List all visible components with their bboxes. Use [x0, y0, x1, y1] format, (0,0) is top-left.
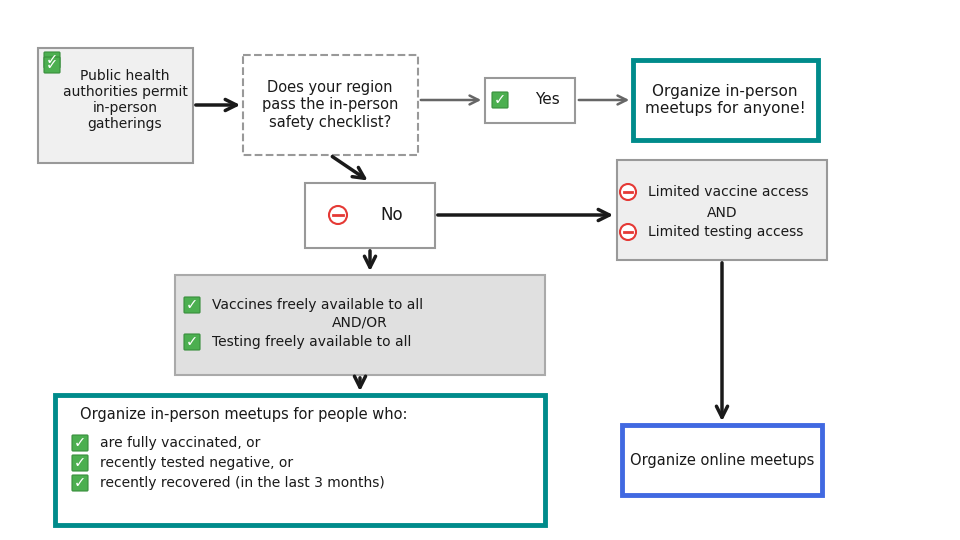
FancyBboxPatch shape	[492, 92, 508, 108]
Text: Testing freely available to all: Testing freely available to all	[212, 335, 412, 349]
Text: Limited testing access: Limited testing access	[648, 225, 804, 239]
Text: Limited vaccine access: Limited vaccine access	[648, 185, 808, 199]
FancyBboxPatch shape	[37, 48, 193, 163]
FancyBboxPatch shape	[44, 57, 60, 73]
FancyBboxPatch shape	[175, 275, 545, 375]
FancyBboxPatch shape	[305, 183, 435, 247]
FancyBboxPatch shape	[485, 78, 575, 123]
FancyBboxPatch shape	[243, 55, 418, 155]
Text: recently recovered (in the last 3 months): recently recovered (in the last 3 months…	[100, 476, 385, 490]
FancyBboxPatch shape	[617, 160, 827, 260]
Text: Does your region
pass the in-person
safety checklist?: Does your region pass the in-person safe…	[262, 80, 398, 130]
Text: No: No	[380, 206, 402, 224]
Text: ✓: ✓	[74, 476, 86, 490]
Text: AND/OR: AND/OR	[332, 316, 388, 330]
Text: ✓: ✓	[74, 435, 86, 450]
Circle shape	[329, 206, 347, 224]
Circle shape	[620, 224, 636, 240]
Text: ✓: ✓	[186, 334, 198, 349]
FancyBboxPatch shape	[184, 297, 200, 313]
FancyBboxPatch shape	[72, 475, 88, 491]
Text: Organize online meetups: Organize online meetups	[630, 453, 814, 468]
Text: ✓: ✓	[186, 298, 198, 313]
Text: ✓: ✓	[74, 456, 86, 470]
Text: AND: AND	[707, 206, 737, 220]
FancyBboxPatch shape	[622, 425, 822, 495]
FancyBboxPatch shape	[633, 60, 818, 140]
Text: Public health
authorities permit
in-person
gatherings: Public health authorities permit in-pers…	[62, 69, 187, 131]
Text: Organize in-person meetups for people who:: Organize in-person meetups for people wh…	[80, 408, 407, 422]
FancyBboxPatch shape	[55, 395, 545, 525]
Text: are fully vaccinated, or: are fully vaccinated, or	[100, 436, 260, 450]
Text: recently tested negative, or: recently tested negative, or	[100, 456, 293, 470]
Text: ✓: ✓	[46, 52, 59, 68]
Text: Vaccines freely available to all: Vaccines freely available to all	[212, 298, 423, 312]
FancyBboxPatch shape	[184, 334, 200, 350]
FancyBboxPatch shape	[44, 52, 60, 68]
Circle shape	[620, 184, 636, 200]
Text: ✓: ✓	[493, 92, 506, 107]
Text: Organize in-person
meetups for anyone!: Organize in-person meetups for anyone!	[645, 84, 805, 116]
Text: ✓: ✓	[46, 57, 59, 72]
FancyBboxPatch shape	[72, 455, 88, 471]
Text: Yes: Yes	[535, 92, 560, 107]
FancyBboxPatch shape	[72, 435, 88, 451]
